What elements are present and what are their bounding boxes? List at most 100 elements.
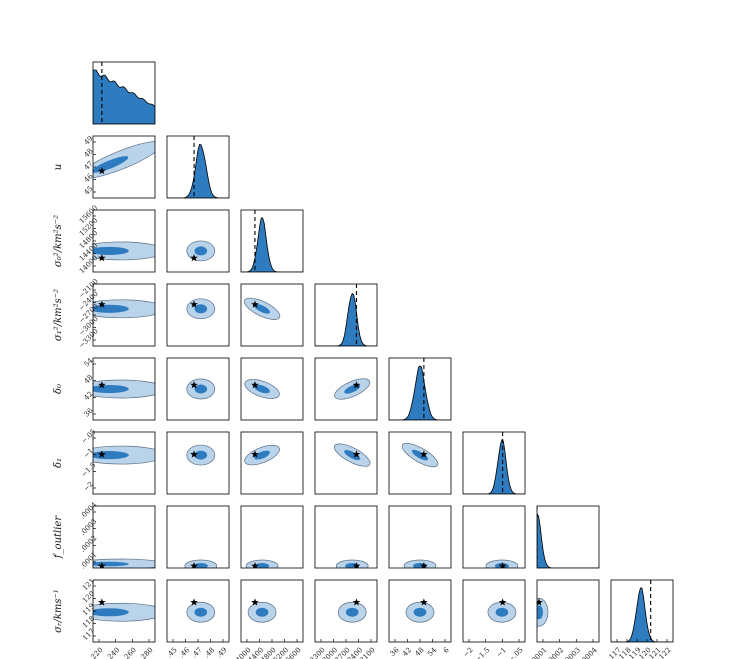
y-tick-label: −.05 <box>80 428 98 446</box>
x-tick-label: 48 <box>414 646 426 658</box>
x-tick-label: −2 <box>462 646 475 659</box>
contour-inner <box>413 607 427 617</box>
x-tick-label: −1 <box>495 646 508 659</box>
ylabel-u: u <box>53 164 64 170</box>
contour-inner <box>254 450 270 460</box>
x-tick-label: .47 <box>190 646 204 659</box>
y-tick-label: 42 <box>83 390 95 402</box>
truth-star <box>251 300 259 308</box>
panel-d0-sr: 364248546δ₀ <box>388 579 452 658</box>
panel-frame <box>166 431 230 495</box>
panel-u-u <box>166 135 230 199</box>
ylabel-fout: f_outlier <box>53 515 64 559</box>
panel-frame <box>610 579 674 643</box>
truth-star <box>98 562 106 568</box>
panel-frame <box>166 283 230 347</box>
panel-d0-d0 <box>388 357 452 421</box>
histogram-sr <box>611 587 673 642</box>
contour-inner <box>93 384 129 394</box>
panel-frame <box>314 505 378 569</box>
truth-star <box>98 166 106 175</box>
contour-inner <box>93 246 129 255</box>
contour-inner <box>194 246 208 256</box>
x-tick-label: 220 <box>90 646 105 659</box>
truth-star <box>537 598 543 606</box>
panel-s1sq-d1 <box>314 431 378 495</box>
truth-star <box>98 598 106 606</box>
panel-d1-d1 <box>462 431 526 495</box>
truth-star <box>420 450 428 458</box>
truth-star <box>190 381 198 389</box>
y-tick-label: 117 <box>81 627 96 642</box>
panel-frame <box>462 431 526 495</box>
histogram-fout <box>537 513 599 568</box>
panel-s0sq-s0sq <box>240 209 304 273</box>
y-tick-label: 48 <box>83 147 95 159</box>
x-tick-label: .49 <box>215 646 229 659</box>
truth-star <box>190 300 198 308</box>
panel-s1sq-s1sq <box>314 283 378 347</box>
panel-u-s0sq <box>166 209 230 273</box>
contour-inner <box>255 607 269 617</box>
contour-inner <box>93 561 129 567</box>
panel-frame <box>166 135 230 199</box>
truth-star <box>420 598 428 606</box>
panel-frame <box>388 431 452 495</box>
contour-inner <box>255 563 270 568</box>
truth-star <box>98 300 106 308</box>
panel-d1-fout <box>462 505 526 569</box>
truth-star <box>251 562 259 568</box>
truth-star <box>251 450 259 458</box>
histogram-s1sq <box>315 292 377 346</box>
truth-star <box>352 450 361 458</box>
ylabel-d0: δ₀ <box>53 384 64 394</box>
contour-inner <box>194 304 208 314</box>
truth-star <box>352 562 361 568</box>
panel-v0-sr: 220240260280v₀/kms⁻¹117118119120121σᵣ/km… <box>53 577 156 659</box>
panel-fout-fout <box>536 505 600 569</box>
contour-inner <box>93 304 129 313</box>
x-tick-label: 54 <box>426 646 438 658</box>
histogram-v0 <box>93 69 155 124</box>
histogram-d0 <box>389 365 451 420</box>
panel-v0-v0 <box>92 61 156 125</box>
panel-u-d1 <box>166 431 230 495</box>
panel-d0-d1 <box>388 431 452 495</box>
panel-frame <box>240 357 304 421</box>
y-tick-label: 45 <box>83 185 95 197</box>
contour-inner <box>93 156 129 173</box>
contour-inner <box>537 605 543 620</box>
ylabel-s1sq: σ₁²/km²s⁻² <box>53 289 64 341</box>
y-tick-label: −1.5 <box>80 461 98 479</box>
x-tick-label: .0004 <box>579 646 599 659</box>
panel-s1sq-d0 <box>314 357 378 421</box>
contour-inner <box>345 607 359 617</box>
panel-frame <box>388 357 452 421</box>
truth-star <box>251 598 259 606</box>
truth-star <box>352 381 361 389</box>
contour-inner <box>254 384 270 394</box>
panel-frame <box>92 357 156 421</box>
ylabel-s0sq: σ₀²/km²s⁻² <box>53 215 64 267</box>
ylabel-d1: δ₁ <box>53 458 64 468</box>
panel-frame <box>92 431 156 495</box>
panel-frame <box>536 579 600 643</box>
panel-frame <box>462 579 526 643</box>
contour-inner <box>194 384 208 394</box>
contour-inner <box>411 449 429 461</box>
panel-frame <box>92 61 156 125</box>
truth-star <box>98 254 106 262</box>
contour-inner <box>193 563 208 568</box>
contour-inner <box>194 607 208 617</box>
y-tick-label: 120 <box>81 590 96 605</box>
truth-star <box>190 254 198 262</box>
panel-frame <box>240 505 304 569</box>
panel-u-s1sq <box>166 283 230 347</box>
panel-frame <box>462 505 526 569</box>
contour-inner <box>194 450 208 460</box>
y-tick-label: 48 <box>83 373 95 385</box>
panel-s1sq-fout <box>314 505 378 569</box>
